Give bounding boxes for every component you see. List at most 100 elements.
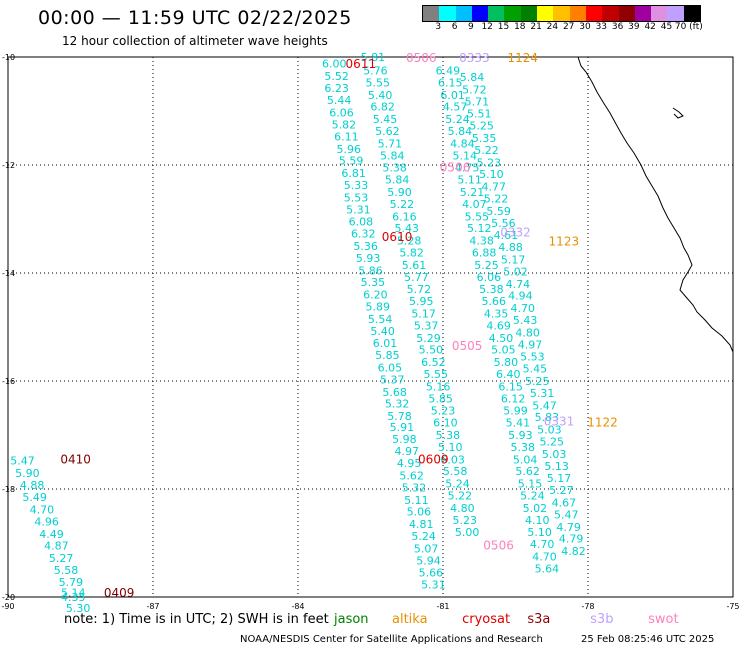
wave-height-value: 5.59 xyxy=(339,155,364,168)
wave-height-value: 5.31 xyxy=(346,203,371,216)
wave-height-value: 5.79 xyxy=(59,576,84,589)
wave-height-value: 5.96 xyxy=(337,143,362,156)
pass-time-label: 1123 xyxy=(549,235,580,249)
wave-height-value: 4.96 xyxy=(34,515,59,528)
wave-height-value: 6.82 xyxy=(370,101,395,114)
legend-bar: note: 1) Time is in UTC; 2) SWH is in fe… xyxy=(0,612,740,630)
wave-height-value: 4.84 xyxy=(450,137,475,150)
wave-height-value: 5.80 xyxy=(494,356,519,369)
wave-height-value: 4.70 xyxy=(30,504,55,517)
map-frame xyxy=(7,56,734,598)
wave-height-value: 5.38 xyxy=(479,283,504,296)
wave-height-value: 4.80 xyxy=(515,326,540,339)
wave-height-value: 4.81 xyxy=(409,518,434,531)
wave-height-value: 5.71 xyxy=(465,95,490,108)
wave-height-value: 5.31 xyxy=(530,387,555,400)
colorbar-tick: 24 xyxy=(546,22,559,32)
wave-height-value: 5.38 xyxy=(436,429,461,442)
wave-height-value: 4.97 xyxy=(395,445,420,458)
legend-note: note: 1) Time is in UTC; 2) SWH is in fe… xyxy=(64,612,329,627)
wave-height-value: 5.53 xyxy=(520,351,545,364)
wave-height-value: 5.55 xyxy=(424,368,449,381)
wave-height-value: 6.11 xyxy=(334,130,359,143)
wave-height-value: 6.32 xyxy=(351,228,376,241)
wave-height-value: 5.47 xyxy=(10,454,35,467)
wave-height-value: 4.50 xyxy=(489,332,514,345)
wave-height-value: 5.32 xyxy=(385,398,410,411)
wave-height-value: 5.45 xyxy=(373,113,398,126)
wave-height-value: 5.40 xyxy=(368,89,393,102)
colorbar-swatch xyxy=(585,6,603,21)
wave-height-value: 5.66 xyxy=(419,567,444,580)
wave-height-value: 4.70 xyxy=(530,538,555,551)
wave-height-value: 5.17 xyxy=(411,308,436,321)
pass-time-label: 0409 xyxy=(104,586,135,600)
wave-height-value: 5.90 xyxy=(387,186,412,199)
pass-time-label: 0506 xyxy=(440,161,471,175)
wave-height-value: 4.94 xyxy=(508,290,533,303)
wave-height-value: 5.33 xyxy=(344,179,369,192)
legend-mission-altika: altika xyxy=(392,612,428,627)
wave-height-value: 5.53 xyxy=(344,191,369,204)
wave-height-value: 4.67 xyxy=(552,497,577,510)
wave-height-value: 4.75 xyxy=(455,162,480,175)
legend-mission-s3b: s3b xyxy=(590,612,614,627)
wave-height-value: 5.31 xyxy=(421,579,446,592)
wave-height-value: 5.02 xyxy=(503,265,528,278)
wave-height-value: 4.88 xyxy=(498,241,523,254)
colorbar-swatch xyxy=(683,6,701,21)
pass-time-label: 0332 xyxy=(500,226,531,240)
wave-height-value: 6.12 xyxy=(501,392,526,405)
wave-height-value: 5.27 xyxy=(549,484,574,497)
wave-height-value: 6.05 xyxy=(378,362,403,375)
wave-height-value: 5.29 xyxy=(416,332,441,345)
wave-height-value: 4.35 xyxy=(61,591,86,604)
page-title: 00:00 — 11:59 UTC 02/22/2025 xyxy=(38,7,352,29)
colorbar-tick: 36 xyxy=(611,22,624,32)
wave-height-value: 6.01 xyxy=(440,89,465,102)
wave-height-value: 5.85 xyxy=(428,392,453,405)
wave-height-value: 5.37 xyxy=(380,373,405,386)
x-tick-label: -75 xyxy=(726,602,739,611)
x-tick-label: -81 xyxy=(436,602,449,611)
wave-height-value: 6.81 xyxy=(341,167,366,180)
wave-height-value: 5.82 xyxy=(332,119,357,132)
wave-height-value: 5.62 xyxy=(399,470,424,483)
wave-height-value: 6.03 xyxy=(440,453,465,466)
pass-time-label: 0611 xyxy=(346,57,377,71)
wave-height-value: 5.13 xyxy=(544,460,569,473)
wave-height-value: 4.35 xyxy=(484,308,509,321)
wave-height-value: 5.23 xyxy=(453,514,478,527)
colorbar-tick-labels: 3 6 9 12 15 18 21 24 27 30 33 36 39 42 45 70 (ft) xyxy=(422,22,728,34)
wave-height-value: 5.82 xyxy=(399,246,424,259)
wave-height-value: 6.01 xyxy=(373,337,398,350)
wave-height-value: 5.95 xyxy=(409,295,434,308)
wave-height-value: 4.82 xyxy=(561,545,586,558)
wave-height-value: 5.11 xyxy=(457,174,482,187)
page-subtitle: 12 hour collection of altimeter wave hei… xyxy=(62,34,328,48)
wave-height-value: 5.58 xyxy=(443,465,468,478)
wave-height-value: 5.84 xyxy=(448,125,473,138)
wave-height-value: 5.58 xyxy=(54,564,79,577)
wave-height-value: 5.71 xyxy=(378,137,403,150)
colorbar-swatch xyxy=(439,6,456,21)
wave-height-value: 5.66 xyxy=(482,295,507,308)
colorbar-tick: 27 xyxy=(562,22,575,32)
y-tick-label: -16 xyxy=(2,377,15,386)
colorbar-swatch xyxy=(520,6,538,21)
colorbar-tick: 42 xyxy=(644,22,656,32)
wave-height-value: 5.62 xyxy=(375,125,400,138)
pass-time-label: 0610 xyxy=(382,230,413,244)
generation-timestamp: 25 Feb 08:25:46 UTC 2025 xyxy=(581,634,715,645)
wave-height-value: 5.25 xyxy=(469,120,494,133)
pass-time-label: 0410 xyxy=(60,452,91,466)
colorbar-tick: 15 xyxy=(497,22,510,32)
wave-height-value: 6.06 xyxy=(477,271,502,284)
wave-height-value: 5.40 xyxy=(370,325,395,338)
wave-height-value: 5.22 xyxy=(484,192,509,205)
wave-height-value: 5.91 xyxy=(390,421,415,434)
x-tick-label: -90 xyxy=(1,602,14,611)
wave-height-value: 5.55 xyxy=(465,210,490,223)
pass-time-label: 0333 xyxy=(459,51,490,65)
wave-height-value: 5.28 xyxy=(397,235,422,248)
